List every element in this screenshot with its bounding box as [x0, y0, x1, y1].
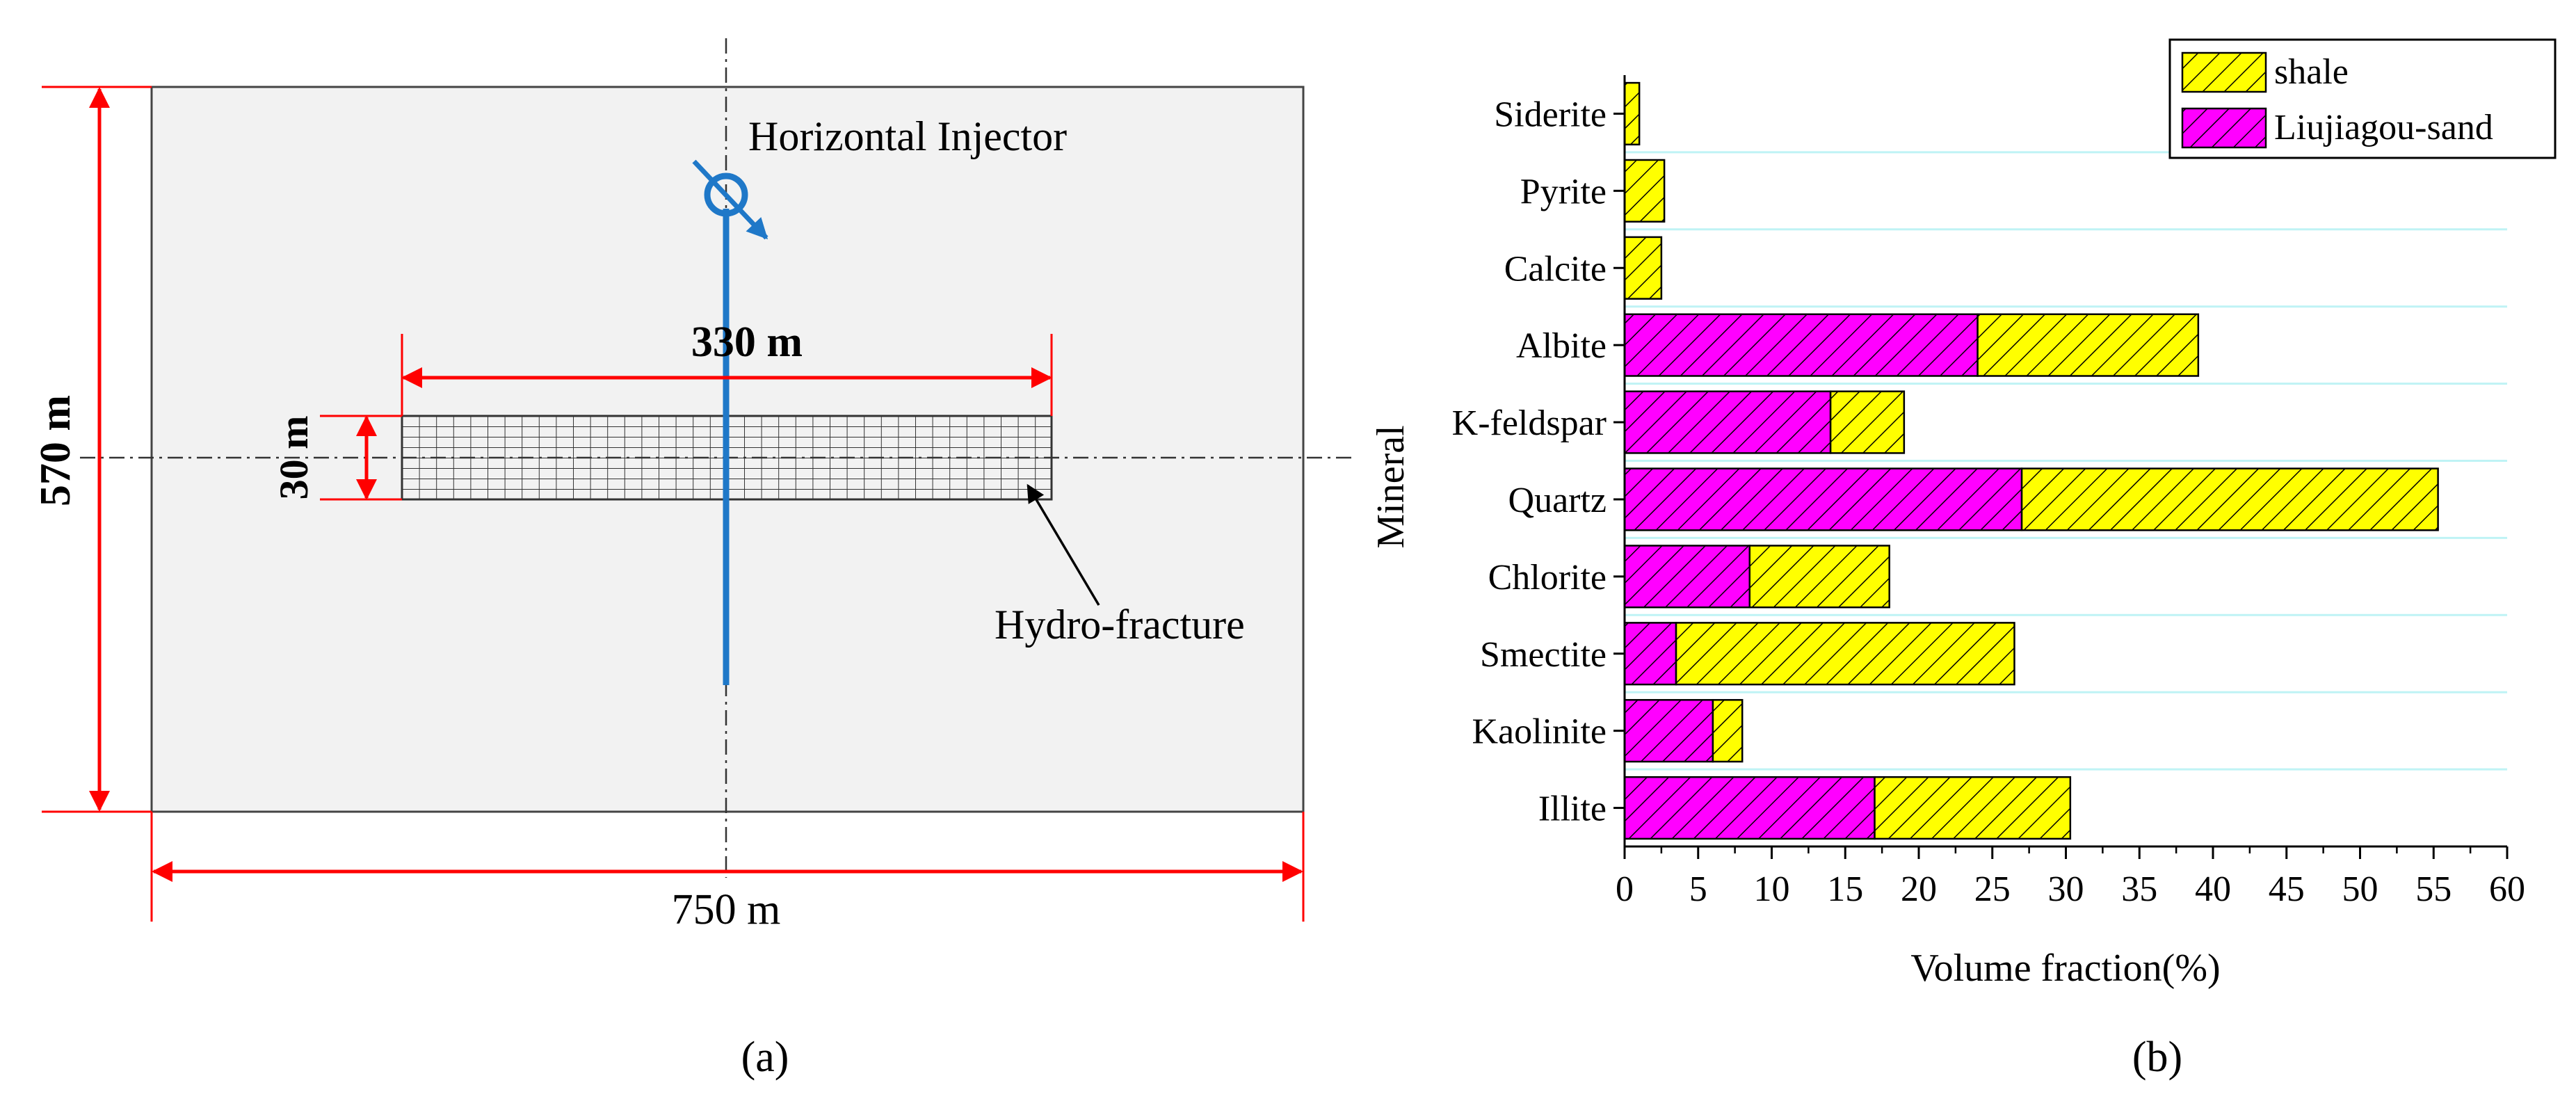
y-tick-labels: Siderite Pyrite Calcite Albite K-feldspar Qua… — [1452, 95, 1625, 829]
bar-smectite-liujiagou-sand — [1623, 622, 1677, 686]
x-tick-label-30: 30 — [2048, 869, 2084, 909]
bar-siderite-shale — [1623, 81, 1641, 146]
y-tick-label-k-feldspar: K-feldspar — [1452, 403, 1607, 443]
fracture-callout-arrow — [1027, 483, 1100, 606]
panel-b-chart: Siderite Pyrite Calcite Albite K-feldspar Qua… — [1369, 38, 2557, 1081]
x-axis-title: Volume fraction(%) — [1910, 947, 2220, 990]
x-tick-label-25: 25 — [1974, 869, 2011, 909]
legend-label-liujiagou-sand: Liujiagou-sand — [2274, 108, 2493, 147]
injection-direction-arrow — [692, 159, 768, 240]
injector-label: Horizontal Injector — [748, 113, 1067, 159]
domain-width-label: 750 m — [672, 886, 781, 933]
bar-quartz-liujiagou-sand — [1623, 467, 2023, 531]
y-tick-label-pyrite: Pyrite — [1520, 172, 1607, 211]
x-tick-label-15: 15 — [1827, 869, 1863, 909]
fracture-label: Hydro-fracture — [995, 602, 1245, 648]
bar-k-feldspar-liujiagou-sand — [1623, 390, 1832, 454]
y-tick-label-illite: Illite — [1538, 789, 1607, 829]
bar-albite-shale — [1977, 313, 2200, 377]
y-tick-label-quartz: Quartz — [1508, 481, 1607, 520]
bar-k-feldspar-shale — [1829, 390, 1906, 454]
bar-chlorite-liujiagou-sand — [1623, 545, 1751, 609]
bar-kaolinite-shale — [1712, 699, 1744, 763]
x-tick-label-60: 60 — [2489, 869, 2525, 909]
x-tick-label-5: 5 — [1689, 869, 1707, 909]
y-tick-label-smectite: Smectite — [1480, 635, 1607, 675]
x-tick-label-10: 10 — [1754, 869, 1790, 909]
y-tick-label-chlorite: Chlorite — [1488, 558, 1607, 597]
x-tick-label-40: 40 — [2195, 869, 2231, 909]
panel-a-schematic: Horizontal Injector 330 m 30 m 570 m 750… — [32, 38, 1353, 1081]
x-tick-label-50: 50 — [2342, 869, 2378, 909]
domain-height-label: 570 m — [32, 395, 79, 506]
fracture-width-label: 30 m — [271, 416, 316, 500]
bar-illite-liujiagou-sand — [1623, 776, 1876, 840]
y-tick-label-calcite: Calcite — [1504, 249, 1607, 289]
panel-b-caption: (b) — [2132, 1034, 2182, 1081]
x-tick-label-55: 55 — [2415, 869, 2452, 909]
y-tick-label-albite: Albite — [1516, 326, 1607, 366]
bar-chlorite-shale — [1748, 545, 1890, 609]
chart-legend: shale Liujiagou-sand — [2168, 38, 2557, 159]
x-tick-labels: 0 5 10 15 20 25 30 35 40 45 50 55 60 — [1616, 846, 2525, 909]
x-tick-label-35: 35 — [2121, 869, 2157, 909]
panel-a-caption: (a) — [741, 1034, 789, 1081]
x-tick-label-0: 0 — [1616, 869, 1634, 909]
legend-swatch-liujiagou-sand — [2181, 107, 2267, 149]
bar-kaolinite-liujiagou-sand — [1623, 699, 1714, 763]
chart-bars — [1623, 81, 2439, 840]
fracture-length-label: 330 m — [691, 319, 803, 366]
bar-quartz-shale — [2020, 467, 2439, 531]
bar-calcite-shale — [1623, 236, 1663, 300]
chart-gridlines — [1625, 151, 2507, 771]
bar-illite-shale — [1874, 776, 2072, 840]
bar-pyrite-shale — [1623, 159, 1666, 223]
bar-albite-liujiagou-sand — [1623, 313, 1979, 377]
injector-symbol — [704, 172, 748, 217]
y-tick-label-siderite: Siderite — [1494, 95, 1607, 134]
legend-label-shale: shale — [2274, 52, 2349, 92]
y-tick-label-kaolinite: Kaolinite — [1472, 712, 1607, 752]
y-axis-title: Mineral — [1369, 425, 1412, 548]
x-tick-label-20: 20 — [1901, 869, 1937, 909]
legend-swatch-shale — [2181, 51, 2267, 93]
bar-smectite-shale — [1675, 622, 2015, 686]
x-tick-label-45: 45 — [2269, 869, 2305, 909]
